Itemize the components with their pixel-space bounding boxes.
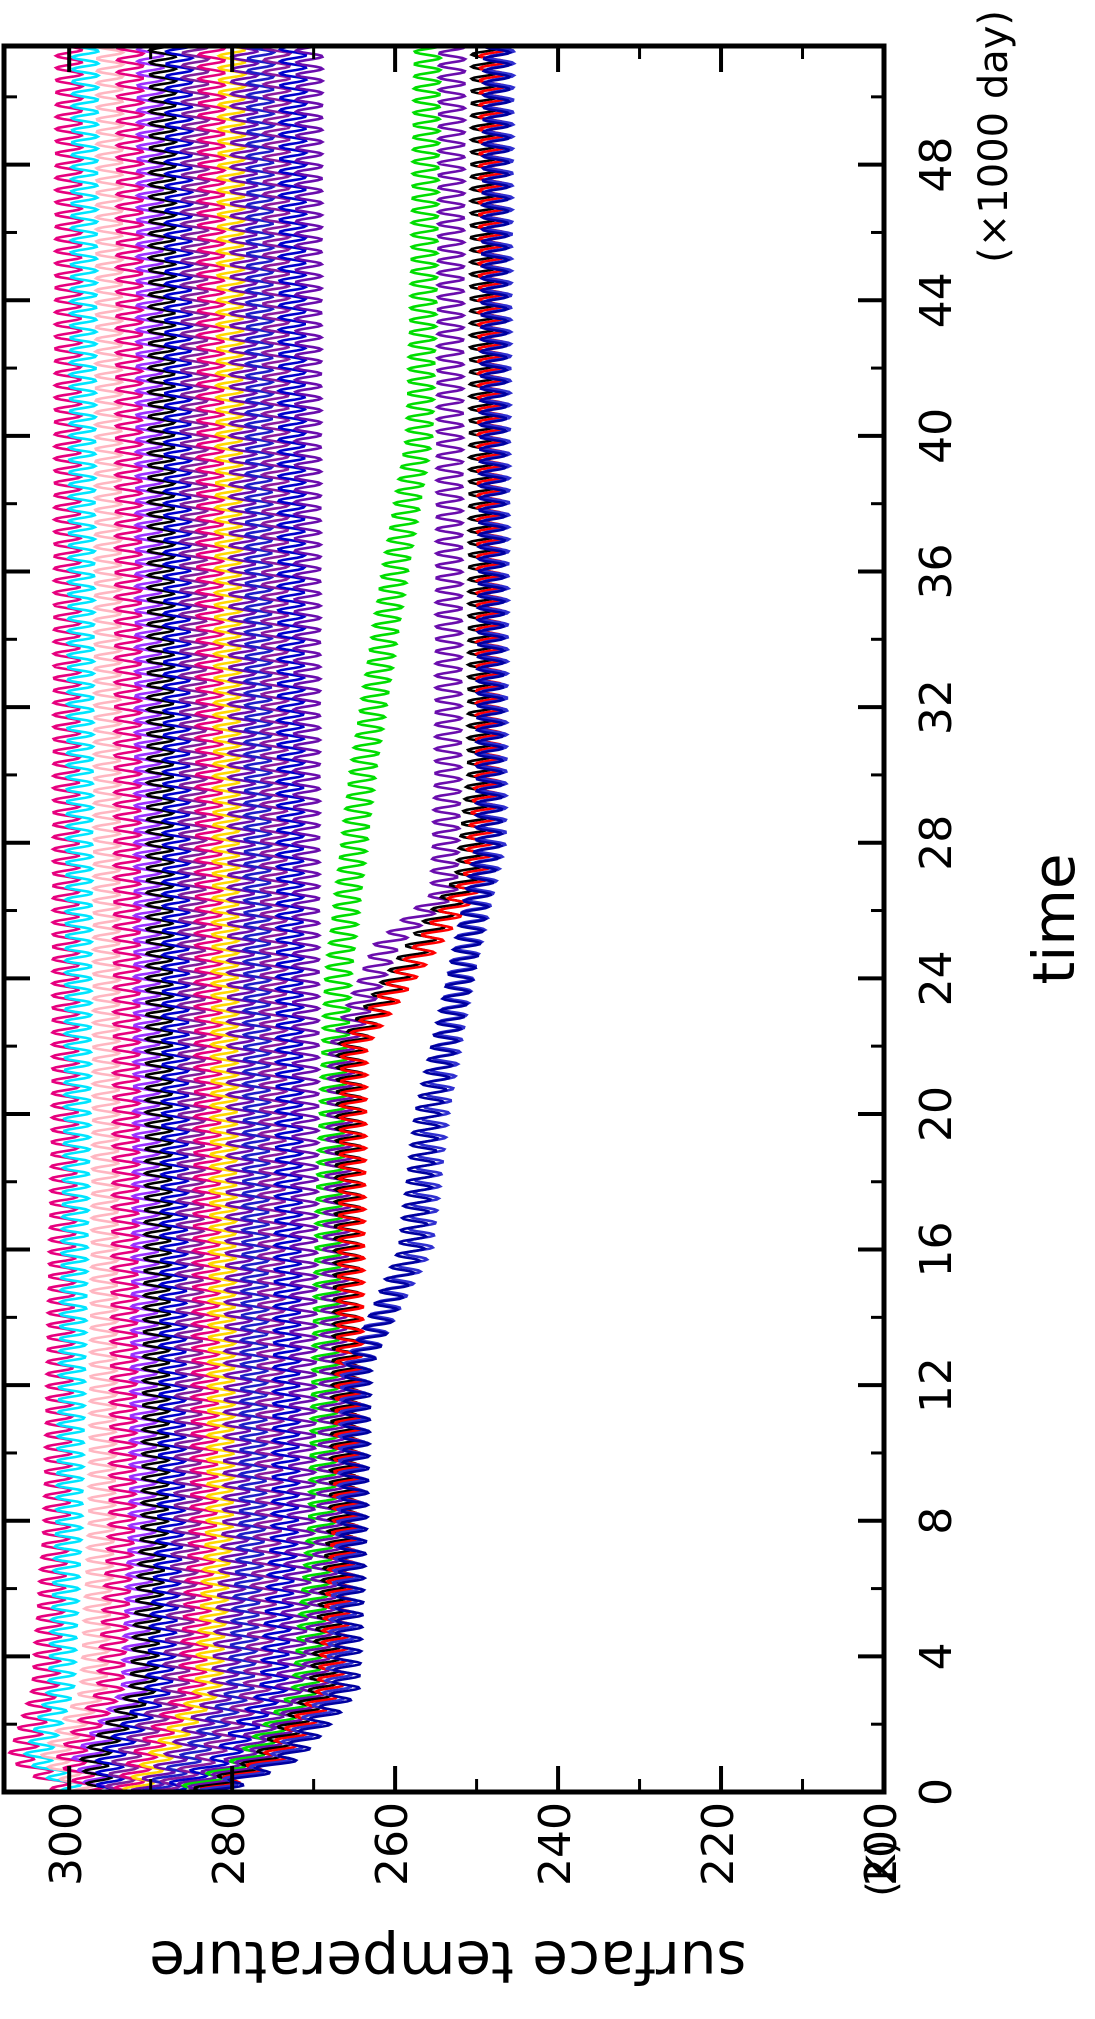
x-tick-label: 28 [911,815,962,871]
x-tick-label: 32 [911,679,962,735]
y-tick-label: 300 [41,1802,92,1886]
series-line-16 [180,46,444,1792]
series-line-12 [137,46,277,1792]
y-tick-label: 200 [856,1802,907,1886]
x-axis-title: time [1020,853,1088,984]
series-line-21 [202,46,513,1792]
y-axis-title: surface temperature [149,1928,746,1996]
x-tick-label: 12 [911,1357,962,1413]
series-line-3 [39,46,126,1792]
x-tick-label: 16 [911,1222,962,1278]
series-line-4 [56,46,146,1792]
series-line-9 [112,46,228,1792]
x-tick-label: 4 [911,1642,962,1670]
x-axis-unit: (×1000 day) [971,10,1017,263]
ticks-layer [4,46,886,1794]
x-tick-label: 48 [911,137,962,193]
series-line-10 [122,46,248,1792]
y-tick-label: 280 [204,1802,255,1886]
series-line-11 [128,46,261,1792]
x-tick-label: 24 [911,950,962,1006]
series-layer [7,46,517,1792]
y-tick-label: 260 [367,1802,418,1886]
x-tick-label: 20 [911,1086,962,1142]
series-line-2 [22,46,101,1792]
series-line-17 [186,46,468,1792]
x-tick-label: 36 [911,543,962,599]
x-tick-label: 44 [911,272,962,328]
y-tick-label: 240 [530,1802,581,1886]
x-tick-label: 0 [911,1778,962,1806]
x-tick-label: 8 [911,1507,962,1535]
y-axis-unit: (K) [859,1839,905,1896]
series-line-15 [175,46,326,1792]
x-tick-label: 40 [911,408,962,464]
plot-frame [1,43,887,1795]
labels-layer: 0481216202428323640444820022024026028030… [41,10,1088,1996]
series-line-7 [94,46,195,1792]
series-line-8 [104,46,212,1792]
series-line-6 [78,46,179,1792]
series-line-14 [162,46,309,1792]
series-line-13 [147,46,293,1792]
y-tick-label: 220 [693,1802,744,1886]
